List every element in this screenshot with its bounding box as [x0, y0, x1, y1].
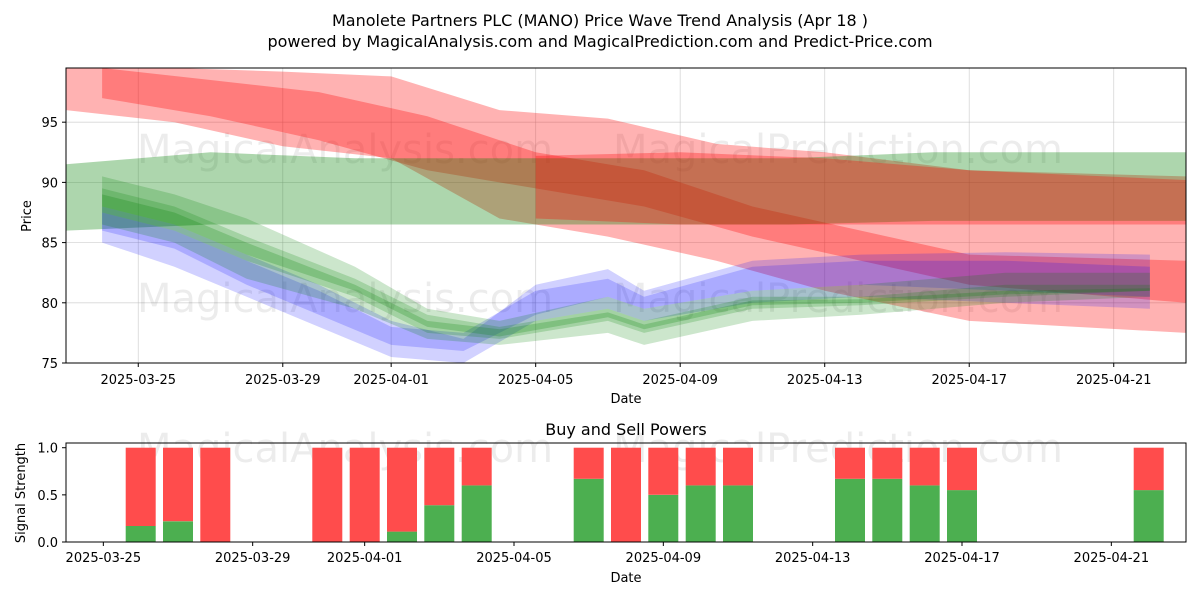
green-wave-band	[66, 152, 1186, 231]
bar-y-ticks: 0.0 0.5 1.0	[37, 442, 66, 551]
buy-bar	[835, 478, 865, 542]
blue-wave-band	[102, 212, 1150, 351]
price-y-tick-label: 95	[41, 116, 58, 131]
green-wave-band	[102, 194, 1150, 337]
chart-title: Manolete Partners PLC (MANO) Price Wave …	[332, 11, 868, 30]
price-x-tick-label: 2025-04-09	[642, 373, 718, 388]
bar-x-tick-label: 2025-03-29	[215, 551, 291, 566]
price-x-tick-label: 2025-04-01	[353, 373, 429, 388]
price-x-axis-title: Date	[610, 392, 641, 407]
buy-bar	[573, 478, 604, 542]
price-plot-frame	[65, 67, 1187, 364]
bar-y-tick-label: 0.5	[37, 489, 58, 504]
sell-bar	[723, 447, 753, 486]
price-y-ticks: 75 80 85 90 95	[41, 116, 66, 372]
sell-bar	[909, 447, 940, 486]
buy-bar	[387, 531, 417, 542]
bar-x-tick-label: 2025-04-09	[626, 551, 702, 566]
bar-x-tick-label: 2025-04-13	[775, 551, 851, 566]
price-y-tick-label: 85	[41, 237, 58, 252]
buy-bar	[648, 494, 679, 542]
price-x-tick-label: 2025-04-05	[498, 373, 574, 388]
bar-x-tick-label: 2025-04-17	[924, 551, 1000, 566]
buy-sell-title: Buy and Sell Powers	[545, 420, 707, 439]
green-wave-band	[102, 176, 1150, 345]
price-x-ticks: 2025-03-25 2025-03-29 2025-04-01 2025-04-05…	[100, 363, 1152, 388]
bar-x-tick-label: 2025-04-01	[327, 551, 403, 566]
sell-bar	[835, 447, 865, 479]
chart-subtitle: powered by MagicalAnalysis.com and Magic…	[267, 32, 932, 51]
sell-bar	[611, 447, 641, 542]
buy-bar	[163, 521, 193, 542]
bar-x-tick-label: 2025-04-21	[1074, 551, 1150, 566]
price-y-axis-title: Price	[20, 200, 35, 232]
buy-sell-powers-chart: Buy and Sell Powers MagicalAnalysis.com …	[14, 420, 1187, 586]
watermark-prediction: MagicalPrediction.com	[613, 127, 1063, 173]
sell-bar	[947, 447, 977, 491]
sell-bar	[648, 447, 679, 495]
buy-bar	[872, 478, 903, 542]
red-wave-band	[102, 68, 1187, 303]
bar-y-axis-title: Signal Strength	[14, 443, 29, 543]
bar-plot-frame	[65, 442, 1187, 543]
sell-bar	[163, 447, 193, 522]
red-wave-band	[535, 152, 1186, 225]
bar-x-axis-title: Date	[610, 571, 641, 586]
sell-bar	[387, 447, 417, 532]
green-wave-band	[102, 188, 1150, 339]
bar-x-tick-label: 2025-03-25	[66, 551, 142, 566]
price-x-tick-label: 2025-03-25	[100, 373, 176, 388]
bar-y-tick-label: 1.0	[37, 442, 58, 457]
sell-bar	[312, 447, 343, 542]
price-x-tick-label: 2025-03-29	[245, 373, 321, 388]
buy-bar	[947, 490, 977, 542]
blue-wave-band	[102, 206, 1150, 363]
watermark-prediction: MagicalPrediction.com	[613, 276, 1063, 322]
sell-bar	[573, 447, 604, 479]
buy-bar	[685, 485, 716, 542]
buy-bar	[909, 485, 940, 542]
price-y-tick-label: 80	[41, 297, 58, 312]
watermark-analysis: MagicalAnalysis.com	[137, 127, 553, 173]
sell-bar	[1133, 447, 1164, 491]
buy-bar	[461, 485, 492, 542]
price-bands	[66, 68, 1187, 363]
price-y-tick-label: 90	[41, 176, 58, 191]
buy-bar	[723, 485, 753, 542]
watermark-analysis: MagicalAnalysis.com	[137, 276, 553, 322]
price-x-tick-label: 2025-04-21	[1076, 373, 1152, 388]
sell-bar	[349, 447, 380, 542]
price-x-tick-label: 2025-04-13	[787, 373, 863, 388]
sell-bar	[685, 447, 716, 486]
bar-y-tick-label: 0.0	[37, 536, 58, 551]
sell-bar	[424, 447, 455, 506]
signal-bars	[125, 447, 1164, 542]
sell-bar	[200, 447, 231, 542]
price-x-tick-label: 2025-04-17	[931, 373, 1007, 388]
sell-bar	[461, 447, 492, 486]
price-wave-chart: MagicalAnalysis.com MagicalPrediction.co…	[20, 67, 1187, 407]
buy-bar	[1133, 490, 1164, 542]
buy-bar	[125, 526, 156, 542]
bar-x-ticks: 2025-03-25 2025-03-29 2025-04-01 2025-04-05…	[66, 542, 1150, 566]
sell-bar	[125, 447, 156, 526]
price-y-tick-label: 75	[41, 357, 58, 372]
buy-bar	[424, 505, 455, 542]
price-watermarks: MagicalAnalysis.com MagicalPrediction.co…	[137, 127, 1063, 322]
sell-bar	[872, 447, 903, 479]
red-wave-band	[66, 68, 1186, 333]
bar-x-tick-label: 2025-04-05	[476, 551, 552, 566]
